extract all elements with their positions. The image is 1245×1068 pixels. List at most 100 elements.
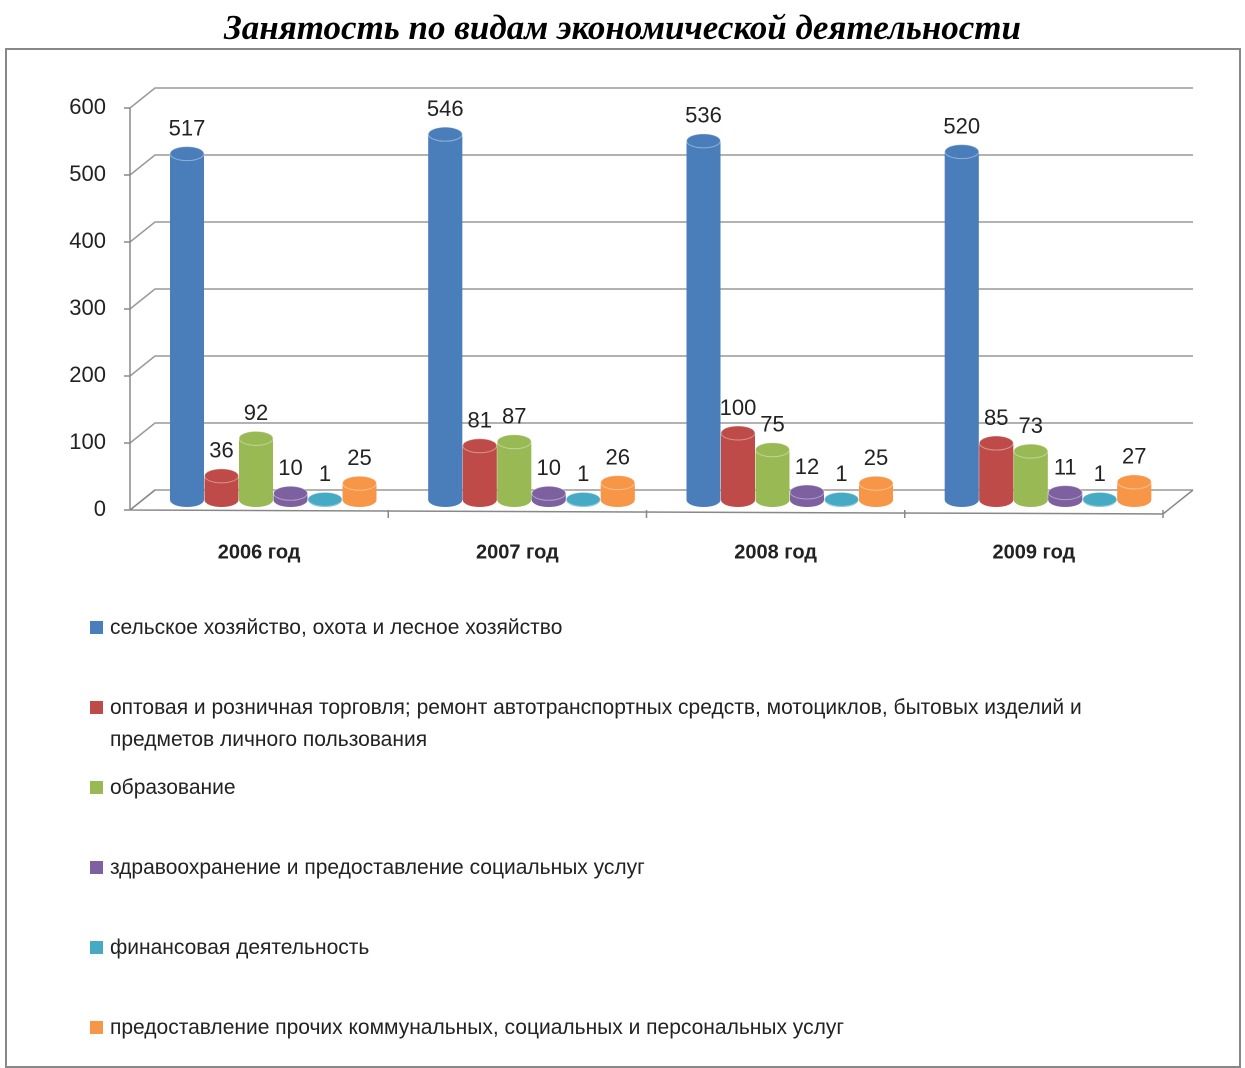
bar-top	[755, 442, 790, 458]
bar	[978, 435, 1014, 507]
bar	[565, 491, 601, 507]
bar-top	[273, 485, 308, 501]
data-label: 11	[1054, 454, 1077, 479]
data-label: 1	[577, 461, 589, 486]
bar	[789, 484, 825, 507]
data-label: 520	[943, 113, 980, 138]
bar-top	[204, 468, 239, 484]
bar-top	[720, 425, 756, 441]
data-label: 26	[606, 444, 630, 469]
bar-top	[462, 438, 498, 454]
data-label: 81	[468, 408, 492, 433]
bar-shade	[979, 443, 1014, 500]
y-tick-label: 0	[94, 496, 106, 521]
data-label: 1	[835, 461, 847, 486]
bar	[531, 485, 567, 507]
bar-top	[978, 435, 1014, 451]
y-tick-label: 400	[69, 228, 106, 253]
bar	[427, 126, 463, 507]
bar	[273, 485, 308, 507]
bar-top	[1082, 491, 1118, 507]
bar-top	[427, 126, 463, 142]
data-label: 1	[1094, 461, 1106, 486]
legend-item: сельское хозяйство, охота и лесное хозяй…	[90, 612, 1190, 644]
bar	[755, 442, 790, 507]
bar-top	[824, 491, 859, 507]
x-tick-label: 2006 год	[218, 541, 301, 563]
bar-shade	[686, 140, 721, 500]
legend-swatch	[90, 861, 103, 874]
bar-shade	[721, 433, 755, 500]
y-tick-label: 600	[69, 94, 106, 119]
data-label: 25	[864, 445, 888, 470]
legend-swatch	[90, 621, 103, 634]
bar-top	[496, 434, 532, 450]
grid-line	[129, 422, 1193, 444]
bar	[1082, 491, 1118, 507]
bar	[720, 425, 756, 507]
bar-shade	[1013, 451, 1048, 500]
bar	[462, 438, 498, 507]
data-label: 12	[795, 454, 819, 479]
legend-item: здравоохранение и предоставление социаль…	[90, 852, 1190, 884]
bar-shade	[462, 445, 497, 500]
bar-top	[686, 133, 721, 149]
bar-top	[944, 144, 980, 160]
legend-label: образование	[110, 776, 236, 799]
bar-top	[789, 484, 825, 500]
bar-top	[1013, 443, 1049, 459]
legend-swatch	[90, 701, 103, 714]
x-tick-label: 2008 год	[734, 541, 817, 563]
bar	[1013, 443, 1049, 507]
data-label: 10	[278, 455, 302, 480]
legend-label: оптовая и розничная торговля; ремонт авт…	[110, 696, 1082, 751]
grid-line	[129, 288, 1193, 310]
legend-swatch	[90, 1021, 103, 1034]
data-label: 87	[502, 404, 526, 429]
legend-item: финансовая деятельность	[90, 932, 1190, 964]
legend-item: оптовая и розничная торговля; ремонт авт…	[90, 692, 1190, 756]
data-label: 92	[244, 400, 268, 425]
grid-line	[129, 154, 1193, 176]
y-tick-label: 100	[69, 429, 106, 454]
bar	[686, 133, 721, 507]
data-label: 25	[347, 445, 371, 470]
data-label: 100	[720, 395, 757, 420]
bar	[1047, 485, 1083, 507]
data-label: 546	[427, 96, 464, 121]
data-label: 36	[209, 438, 233, 463]
data-label: 75	[760, 412, 784, 437]
x-tick-label: 2009 год	[992, 541, 1075, 563]
bar-shade	[755, 449, 790, 500]
bar	[238, 430, 274, 507]
bar-top	[342, 475, 377, 491]
bar-top	[565, 491, 601, 507]
bar-shade	[944, 151, 979, 500]
legend-swatch	[90, 941, 103, 954]
legend-item: предоставление прочих коммунальных, соци…	[90, 1012, 1190, 1044]
grid-line	[129, 221, 1193, 243]
x-tick-label: 2007 год	[476, 541, 559, 563]
chart-title: Занятость по видам экономической деятель…	[224, 8, 1021, 47]
legend-label: сельское хозяйство, охота и лесное хозяй…	[110, 616, 563, 639]
y-tick-label: 300	[69, 295, 106, 320]
bar-shade	[239, 438, 273, 500]
grid-line	[129, 87, 1193, 109]
bar	[204, 468, 239, 507]
bar	[944, 144, 980, 507]
bar-top	[307, 491, 343, 507]
bar-top	[1116, 474, 1152, 490]
legend-item: образование	[90, 772, 1190, 804]
data-label: 85	[984, 405, 1008, 430]
data-label: 517	[169, 115, 206, 140]
data-label: 1	[319, 461, 331, 486]
bar	[169, 146, 205, 507]
legend-label: предоставление прочих коммунальных, соци…	[110, 1016, 844, 1039]
bar	[342, 475, 377, 507]
bar-top	[858, 475, 894, 491]
bar-shade	[170, 153, 204, 501]
bar-top	[531, 485, 567, 501]
y-tick-label: 200	[69, 362, 106, 387]
